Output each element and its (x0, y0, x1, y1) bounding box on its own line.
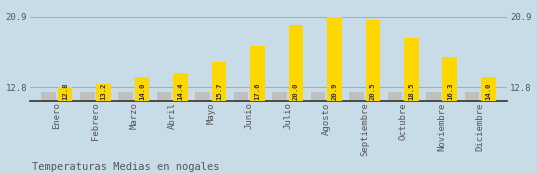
Bar (234, 92, 249, 101)
Bar (272, 92, 287, 101)
Text: Temperaturas Medias en nogales: Temperaturas Medias en nogales (32, 162, 220, 172)
Bar (80, 92, 95, 101)
Text: 15.7: 15.7 (216, 82, 222, 100)
Bar (212, 62, 226, 101)
Text: 20.9: 20.9 (331, 82, 337, 100)
Bar (96, 84, 111, 101)
Text: 14.4: 14.4 (177, 82, 183, 100)
Text: 20.5: 20.5 (370, 82, 376, 100)
Bar (41, 92, 56, 101)
Bar (404, 38, 419, 101)
Bar (442, 57, 457, 101)
Text: 20.0: 20.0 (293, 82, 299, 100)
Bar (426, 92, 441, 101)
Text: 17.6: 17.6 (255, 82, 260, 100)
Bar (465, 92, 480, 101)
Text: 14.0: 14.0 (139, 82, 145, 100)
Text: 18.5: 18.5 (408, 82, 415, 100)
Text: 13.2: 13.2 (100, 82, 106, 100)
Text: 12.8: 12.8 (62, 82, 68, 100)
Bar (311, 92, 325, 101)
Bar (118, 92, 133, 101)
Bar (157, 92, 171, 101)
Text: 16.3: 16.3 (447, 82, 453, 100)
Bar (366, 20, 380, 101)
Bar (57, 87, 72, 101)
Bar (388, 92, 402, 101)
Bar (250, 46, 265, 101)
Bar (350, 92, 364, 101)
Bar (195, 92, 210, 101)
Text: 14.0: 14.0 (485, 82, 491, 100)
Bar (327, 17, 342, 101)
Bar (135, 77, 149, 101)
Bar (288, 25, 303, 101)
Bar (173, 73, 187, 101)
Bar (481, 77, 496, 101)
